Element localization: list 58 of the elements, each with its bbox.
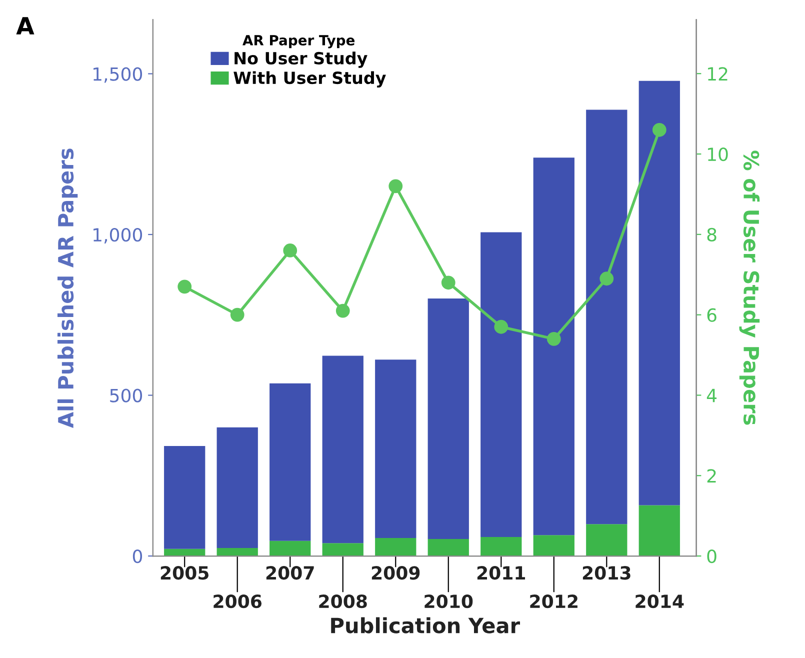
bar (322, 543, 364, 556)
bar (322, 356, 364, 544)
point (283, 244, 298, 258)
bar (480, 537, 522, 556)
point (546, 332, 561, 346)
y2-tick-label: 8 (707, 228, 716, 242)
bar (638, 505, 680, 556)
point (230, 308, 244, 322)
y2-tick-label: 2 (707, 469, 716, 482)
bar (533, 158, 574, 536)
y-tick-label: 0 (132, 549, 142, 564)
bar (375, 538, 416, 556)
x-tick-label: 2012 (530, 594, 578, 608)
bar (586, 524, 628, 556)
y-axis-title: All Published AR Papers (57, 148, 78, 428)
x-axis-title: Publication Year (331, 617, 520, 634)
x-tick-label: 2008 (319, 594, 367, 608)
legend-title: AR Paper Type (242, 35, 355, 48)
x-tick-label: 2005 (160, 566, 208, 580)
y-tick-label: 1,000 (94, 228, 142, 244)
bar (270, 540, 311, 556)
bar (533, 535, 574, 556)
bar (216, 427, 258, 548)
point (441, 276, 456, 290)
x-tick-label: 2013 (582, 566, 630, 580)
y2-tick-label: 12 (708, 67, 728, 80)
bar (216, 548, 258, 556)
point (178, 280, 192, 294)
x-tick-label: 2011 (477, 566, 526, 580)
point (336, 304, 350, 318)
x-tick-label: 2009 (372, 566, 420, 580)
y2-tick-label: 0 (707, 549, 716, 564)
text: A (16, 17, 34, 34)
bar (638, 80, 680, 506)
legend-label: With User Study (234, 71, 386, 88)
y2-tick-label: 10 (708, 147, 728, 162)
x-tick-label: 2006 (214, 594, 262, 608)
point (600, 272, 614, 286)
bar (164, 548, 206, 556)
y2-tick-label: 4 (706, 388, 717, 402)
y-tick-label: 500 (110, 388, 142, 402)
y-tick-label: 1,500 (94, 67, 142, 83)
bar (270, 383, 311, 541)
x-tick-label: 2010 (424, 594, 473, 608)
bar (375, 360, 416, 538)
bar (428, 298, 469, 539)
legend-label: No User Study (234, 52, 368, 68)
point (388, 179, 403, 194)
point (652, 122, 666, 137)
point (494, 320, 508, 334)
bar (164, 446, 206, 549)
bar (480, 232, 522, 538)
x-tick-label: 2014 (636, 594, 684, 608)
y2-tick-label: 6 (707, 308, 716, 322)
x-tick-label: 2007 (266, 566, 314, 580)
bar (586, 110, 628, 524)
y2-axis-title: % of User Study Papers (739, 150, 760, 425)
bar (428, 538, 469, 556)
